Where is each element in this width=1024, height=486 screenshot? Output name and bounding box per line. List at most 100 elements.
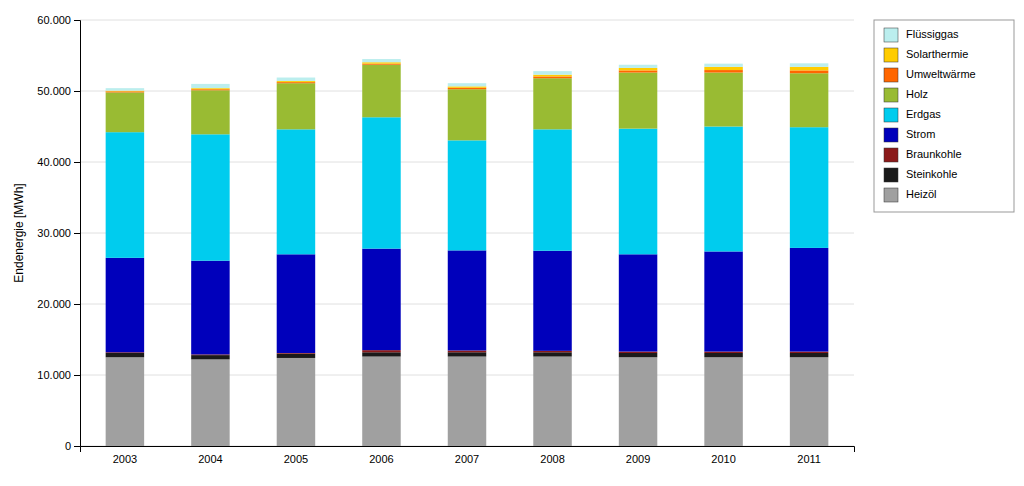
- bar-segment: [191, 261, 229, 355]
- tick-label: 2010: [711, 453, 735, 465]
- bar-segment: [704, 73, 742, 127]
- legend-entry: Solarthermie: [884, 48, 968, 62]
- bar-segment: [619, 254, 657, 351]
- tick: 2011: [797, 453, 821, 465]
- bar-segment: [106, 258, 144, 352]
- tick: 0: [65, 440, 80, 452]
- tick: 10.000: [37, 369, 80, 381]
- bar-segment: [362, 64, 400, 65]
- bar-segment: [448, 86, 486, 87]
- tick-mark: [74, 91, 80, 92]
- bar-segment: [362, 249, 400, 351]
- bar-segment: [619, 68, 657, 70]
- bar-segment: [533, 75, 571, 77]
- tick-label: 2003: [113, 453, 137, 465]
- bars: [106, 59, 829, 446]
- tick: 2010: [711, 453, 735, 465]
- tick-label: 40.000: [37, 156, 71, 168]
- tick-label: 2004: [198, 453, 222, 465]
- tick-label: 60.000: [37, 14, 71, 26]
- bar-segment: [619, 129, 657, 255]
- tick: 60.000: [37, 14, 80, 26]
- legend-label: Flüssiggas: [906, 28, 959, 40]
- legend-entry: Erdgas: [884, 108, 941, 122]
- legend-entry: Strom: [884, 128, 935, 142]
- chart: 010.00020.00030.00040.00050.00060.000200…: [0, 0, 1024, 486]
- tick-label: 30.000: [37, 227, 71, 239]
- legend-swatch: [884, 28, 898, 42]
- legend-entry: Steinkohle: [884, 168, 957, 182]
- grid: [80, 20, 854, 446]
- bar-segment: [362, 59, 400, 62]
- bar-segment: [448, 140, 486, 250]
- axis-line: [81, 447, 855, 453]
- bar-segment: [191, 84, 229, 88]
- legend-entry: Umweltwärme: [884, 68, 976, 82]
- bar-segment: [533, 71, 571, 75]
- bar-segment: [448, 89, 486, 140]
- bar-segment: [106, 92, 144, 132]
- bar-segment: [448, 250, 486, 350]
- tick-mark: [74, 162, 80, 163]
- legend-swatch: [884, 148, 898, 162]
- bar-segment: [362, 117, 400, 248]
- tick: 2003: [113, 453, 137, 465]
- bar-segment: [448, 352, 486, 356]
- bar-segment: [619, 73, 657, 129]
- bar-segment: [790, 70, 828, 73]
- tick-label: 2007: [455, 453, 479, 465]
- bar-segment: [533, 129, 571, 250]
- legend-label: Holz: [906, 88, 928, 100]
- legend-swatch: [884, 68, 898, 82]
- bar-segment: [277, 81, 315, 82]
- bar-segment: [277, 82, 315, 83]
- legend-label: Heizöl: [906, 188, 937, 200]
- axis-line: [74, 21, 81, 447]
- bar-segment: [790, 357, 828, 446]
- legend-swatch: [884, 168, 898, 182]
- tick-label: 2009: [626, 453, 650, 465]
- tick-label: 10.000: [37, 369, 71, 381]
- tick-mark: [74, 20, 80, 21]
- bar-segment: [362, 350, 400, 352]
- bar-segment: [533, 352, 571, 356]
- legend-label: Solarthermie: [906, 48, 968, 60]
- tick: 2005: [284, 453, 308, 465]
- legend-swatch: [884, 108, 898, 122]
- bar-segment: [704, 251, 742, 351]
- bar-segment: [362, 357, 400, 446]
- bar-segment: [704, 127, 742, 252]
- legend-label: Umweltwärme: [906, 68, 976, 80]
- bar-segment: [448, 88, 486, 89]
- bar-segment: [704, 64, 742, 67]
- bar-segment: [533, 76, 571, 78]
- bar-segment: [790, 67, 828, 71]
- bar-segment: [362, 65, 400, 118]
- bar-segment: [362, 62, 400, 63]
- y-axis-title: Endenergie [MWh]: [12, 183, 26, 282]
- bar-segment: [790, 248, 828, 352]
- bar-segment: [448, 351, 486, 353]
- bar-segment: [533, 351, 571, 352]
- tick: 50.000: [37, 85, 80, 97]
- tick-label: 2008: [540, 453, 564, 465]
- bar-segment: [106, 353, 144, 357]
- bar-segment: [191, 90, 229, 134]
- tick-mark: [74, 233, 80, 234]
- legend-label: Erdgas: [906, 108, 941, 120]
- tick: 2007: [455, 453, 479, 465]
- bar-segment: [191, 89, 229, 90]
- tick: 30.000: [37, 227, 80, 239]
- bar-segment: [619, 353, 657, 357]
- bar-segment: [533, 251, 571, 351]
- legend-frame: [874, 20, 1014, 212]
- tick: 2009: [626, 453, 650, 465]
- bar-segment: [704, 357, 742, 446]
- tick-mark: [74, 304, 80, 305]
- tick-mark: [74, 446, 80, 447]
- bar-segment: [277, 83, 315, 129]
- bar-segment: [790, 353, 828, 357]
- bar-segment: [106, 357, 144, 446]
- bar-segment: [533, 357, 571, 446]
- tick-label: 2005: [284, 453, 308, 465]
